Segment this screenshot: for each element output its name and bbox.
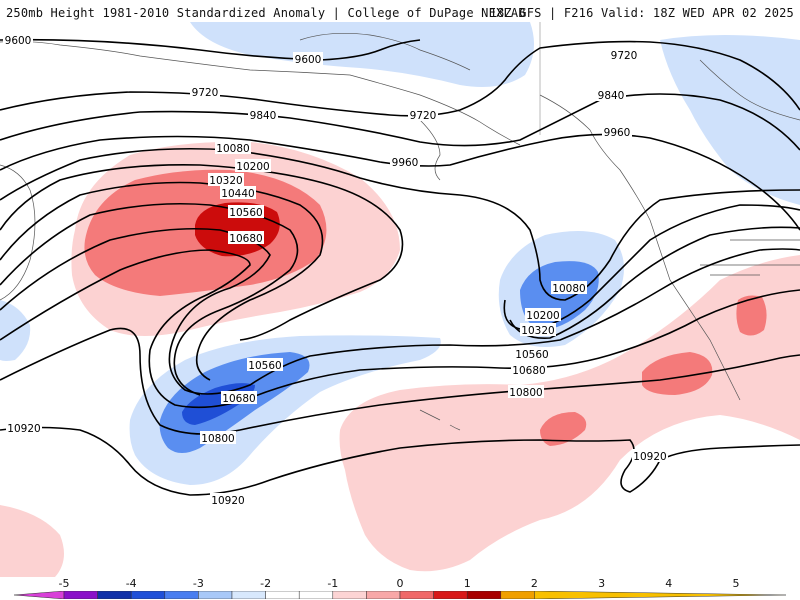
contour-label: 10560 (248, 360, 281, 372)
colorbar-segment (298, 591, 334, 599)
colorbar-segment (130, 591, 166, 599)
colorbar-tick-label: -2 (260, 577, 272, 590)
contour-10680 (0, 249, 800, 409)
contour-label: 10560 (229, 207, 262, 219)
contour-label: 10080 (552, 283, 585, 295)
colorbar-segment (399, 591, 434, 599)
contour-label: 10920 (633, 451, 666, 463)
colorbar-segment (97, 591, 132, 599)
contour-9960 (0, 133, 800, 231)
colorbar-tick-label: 3 (598, 577, 606, 590)
contour-label: 10320 (209, 175, 242, 187)
contour-label: 10920 (7, 423, 40, 435)
contour-label: 10800 (509, 387, 542, 399)
contour-10080 (0, 147, 800, 301)
contour-10560 (0, 227, 800, 395)
colorbar-tick-label: -1 (327, 577, 339, 590)
contour-label: 9960 (604, 127, 631, 139)
contour-10440 (0, 202, 299, 396)
colorbar-tick-label: -5 (58, 577, 70, 590)
anomaly-shading (0, 22, 800, 577)
contour-9600 (0, 38, 421, 61)
pos-anomaly-east-warm (736, 295, 767, 336)
contour-label: 9720 (192, 87, 219, 99)
contour-label: 10200 (236, 161, 269, 173)
contour-label: 10680 (222, 393, 255, 405)
contour-label: 10080 (216, 143, 249, 155)
colorbar-tick-label: 0 (396, 577, 404, 590)
contour-label: 9840 (598, 90, 625, 102)
colorbar-tick-label: 2 (530, 577, 538, 590)
colorbar-segment (198, 591, 233, 599)
colorbar-segment (500, 591, 535, 599)
colorbar-segment (265, 591, 300, 599)
colorbar-tick-label: -4 (125, 577, 137, 590)
contour-label: 9600 (5, 35, 32, 47)
contour-label: 10560 (515, 349, 548, 361)
colorbar-segment (63, 591, 98, 599)
contour-label: 10800 (201, 433, 234, 445)
coastlines (0, 22, 800, 431)
colorbar-segment (466, 591, 502, 599)
contour-10920 (0, 426, 800, 496)
map-title: 250mb Height 1981-2010 Standardized Anom… (6, 6, 526, 20)
colorbar-segment (433, 591, 468, 599)
neg-anomaly-ne (660, 35, 800, 205)
contour-10320-east (509, 226, 800, 339)
contour-label: 9840 (250, 110, 277, 122)
contour-label: 10200 (526, 310, 559, 322)
colorbar-segment (332, 591, 367, 599)
contour-label: 10680 (229, 233, 262, 245)
contour-10800 (0, 327, 800, 435)
colorbar-tick-label: 4 (665, 577, 673, 590)
colorbar-tick-label: 1 (463, 577, 471, 590)
colorbar-segment (366, 591, 401, 599)
pos-anomaly-sw-outer (0, 505, 64, 577)
pos-anomaly-south-warm (540, 412, 587, 446)
contour-label: 9720 (410, 110, 437, 122)
contour-label: 10320 (521, 325, 554, 337)
anomaly-map: 9600 9600 9720 9720 9720 9840 9840 9960 … (0, 22, 800, 577)
colorbar-tick-label: -3 (192, 577, 204, 590)
contour-label: 10920 (211, 495, 244, 507)
contour-label: 10680 (512, 365, 545, 377)
contour-9840 (0, 93, 800, 151)
contour-10320 (0, 181, 324, 381)
contour-labels: 9600 9600 9720 9720 9720 9840 9840 9960 … (3, 33, 668, 507)
contour-label: 9720 (611, 50, 638, 62)
contour-label: 10440 (221, 188, 254, 200)
contour-9720 (0, 40, 800, 117)
colorbar-segment (231, 591, 266, 599)
colorbar-max-arrow (534, 591, 786, 599)
model-valid-time: 18Z GFS | F216 Valid: 18Z WED APR 02 202… (489, 6, 794, 20)
contour-label: 9960 (392, 157, 419, 169)
contour-label: 9600 (295, 54, 322, 66)
colorbar-segment (164, 591, 199, 599)
colorbar-tick-label: 5 (732, 577, 740, 590)
contour-10200 (0, 163, 404, 341)
colorbar-min-arrow (14, 591, 65, 599)
height-contours (0, 38, 800, 496)
pos-anomaly-sc-warm (642, 352, 713, 395)
colorbar (14, 591, 786, 599)
